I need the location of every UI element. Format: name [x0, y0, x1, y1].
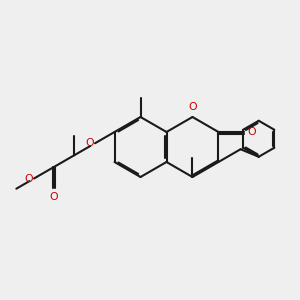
Text: O: O	[188, 102, 197, 112]
Text: O: O	[49, 192, 58, 202]
Text: O: O	[24, 173, 33, 184]
Text: O: O	[85, 138, 94, 148]
Text: O: O	[248, 127, 256, 137]
